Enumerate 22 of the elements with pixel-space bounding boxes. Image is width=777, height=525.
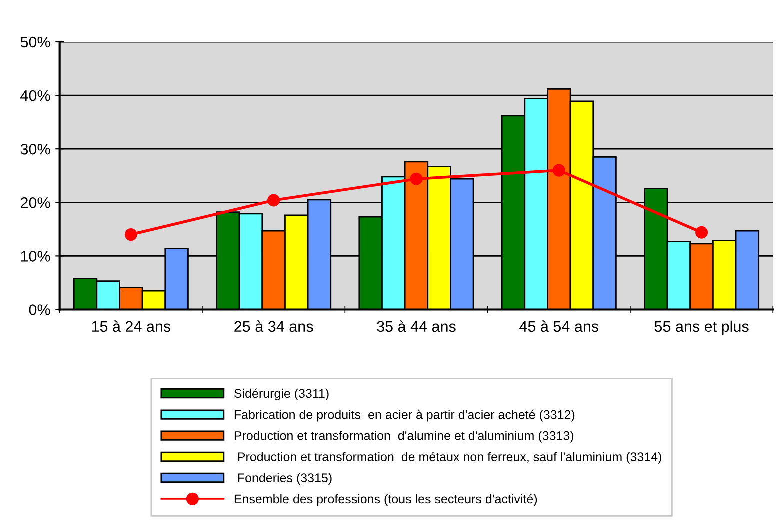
y-tick-label: 0% [29,304,50,316]
x-tick-label: 45 à 54 ans [520,320,599,332]
legend-label: Production et transformation d'alumine et d'aluminium (3313) [234,431,574,443]
point [124,228,138,242]
point [552,164,566,177]
y-tick-label: 10% [21,251,50,262]
y-tick-label: 40% [20,90,50,102]
legend-label: Ensemble des professions (tous les secteurs d'activité) [234,494,538,506]
legend-label: Fonderies (3315) [238,473,332,485]
point [410,172,423,186]
x-tick-label: 25 à 34 ans [234,320,314,332]
y-tick-label: 20% [20,198,50,208]
x-tick-label: 15 à 24 ans [92,320,171,332]
y-tick-label: 30% [20,144,50,155]
legend-label: Sidérurgie (3311) [234,388,329,401]
point [268,194,280,207]
x-tick-label: 55 ans et plus [654,320,749,336]
y-tick-label: 50% [20,36,50,48]
legend-label: Production et transformation de métaux non ferreux, sauf l'aluminium (3314) [238,452,662,464]
x-tick-label: 35 à 44 ans [377,320,456,332]
legend-label: Fabrication de produits en acier à partir d'acier acheté (3312) [234,410,575,422]
point [696,226,708,239]
